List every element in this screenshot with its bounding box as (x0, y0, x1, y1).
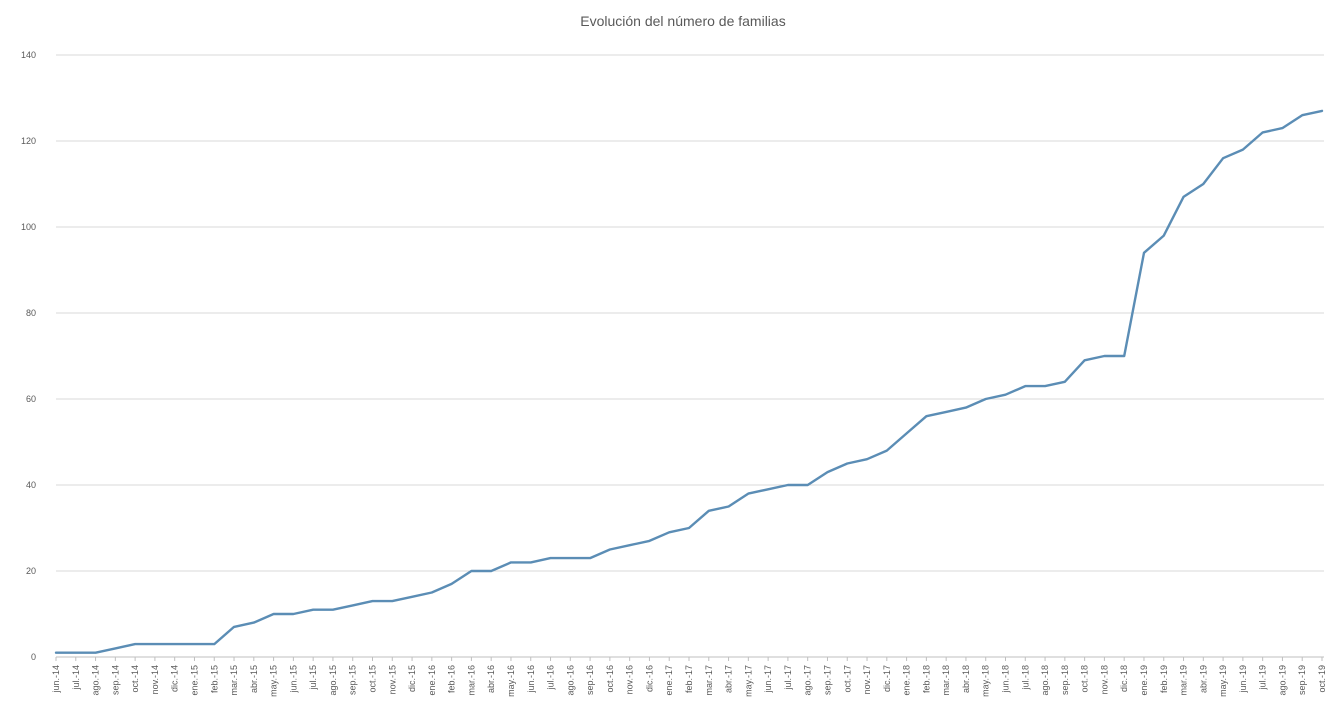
x-tick-label: jul.-17 (783, 665, 793, 691)
x-tick-label: feb.-15 (209, 665, 219, 693)
x-tick-label: mar.-19 (1179, 665, 1189, 696)
x-tick-label: jul.-16 (546, 665, 556, 691)
x-tick-label: may.-18 (981, 665, 991, 697)
x-tick-label: feb.-17 (684, 665, 694, 693)
x-tick-label: mar.-16 (466, 665, 476, 696)
y-tick-label: 20 (26, 566, 36, 576)
x-tick-label: oct.-15 (368, 665, 378, 693)
x-tick-label: oct.-17 (842, 665, 852, 693)
x-tick-label: nov.-15 (387, 665, 397, 694)
x-tick-label: abr.-16 (486, 665, 496, 693)
x-tick-label: sep.-14 (110, 665, 120, 695)
x-tick-label: jul.-18 (1020, 665, 1030, 691)
x-tick-label: dic.-16 (644, 665, 654, 692)
x-tick-label: sep.-15 (348, 665, 358, 695)
x-tick-label: may.-19 (1218, 665, 1228, 697)
x-tick-label: sep.-18 (1060, 665, 1070, 695)
x-tick-label: oct.-18 (1080, 665, 1090, 693)
x-tick-label: ago.-16 (565, 665, 575, 696)
x-tick-label: ago.-17 (803, 665, 813, 696)
x-tick-label: abr.-15 (249, 665, 259, 693)
x-tick-label: dic.-14 (170, 665, 180, 692)
x-tick-label: nov.-17 (862, 665, 872, 694)
x-tick-label: nov.-16 (625, 665, 635, 694)
y-tick-label: 60 (26, 394, 36, 404)
x-tick-label: jun.-18 (1001, 665, 1011, 694)
x-tick-label: sep.-19 (1297, 665, 1307, 695)
y-tick-label: 120 (21, 136, 36, 146)
x-tick-label: sep.-16 (585, 665, 595, 695)
x-tick-label: may.-15 (269, 665, 279, 697)
y-tick-label: 0 (31, 652, 36, 662)
x-tick-label: jul.-15 (308, 665, 318, 691)
x-tick-label: oct.-14 (130, 665, 140, 693)
x-tick-label: nov.-14 (150, 665, 160, 694)
x-tick-label: ene.-16 (427, 665, 437, 696)
x-tick-label: jun.-14 (51, 665, 61, 694)
x-tick-label: ene.-18 (902, 665, 912, 696)
x-tick-label: feb.-19 (1159, 665, 1169, 693)
y-tick-label: 140 (21, 50, 36, 60)
y-axis-ticks: 0 20 40 60 80 100 120 140 (21, 50, 36, 662)
x-tick-label: sep.-17 (822, 665, 832, 695)
x-tick-label: jun.-16 (526, 665, 536, 694)
y-tick-label: 40 (26, 480, 36, 490)
x-tick-label: jun.-17 (763, 665, 773, 694)
x-tick-label: dic.-17 (882, 665, 892, 692)
series-layer (54, 109, 1324, 654)
x-tick-label: jun.-19 (1238, 665, 1248, 694)
x-tick-label: mar.-18 (941, 665, 951, 696)
gridlines (56, 54, 1324, 658)
x-tick-label: ago.-15 (328, 665, 338, 696)
x-tick-label: feb.-18 (921, 665, 931, 693)
x-tick-label: ago.-19 (1277, 665, 1287, 696)
x-tick-label: ene.-19 (1139, 665, 1149, 696)
x-tick-label: mar.-17 (704, 665, 714, 696)
x-tick-label: ago.-14 (91, 665, 101, 696)
x-tick-label: abr.-19 (1198, 665, 1208, 693)
x-tick-label: abr.-17 (724, 665, 734, 693)
x-tick-label: oct.-16 (605, 665, 615, 693)
x-tick-label: ene.-17 (664, 665, 674, 696)
x-tick-label: may.-17 (743, 665, 753, 697)
y-tick-label: 80 (26, 308, 36, 318)
x-tick-label: ago.-18 (1040, 665, 1050, 696)
x-tick-label: mar.-15 (229, 665, 239, 696)
x-tick-label: ene.-15 (189, 665, 199, 696)
x-tick-label: may.-16 (506, 665, 516, 697)
x-tick-label: nov.-18 (1099, 665, 1109, 694)
x-tick-label: dic.-18 (1119, 665, 1129, 692)
x-axis-ticks: jun.-14 jul.-14 ago.-14 sep.-14 oct.-14 nov.-… (51, 657, 1327, 697)
x-tick-label: jul.-14 (71, 665, 81, 691)
x-tick-label: feb.-16 (447, 665, 457, 693)
x-tick-label: dic.-15 (407, 665, 417, 692)
x-tick-label: jun.-15 (288, 665, 298, 694)
x-tick-label: jul.-19 (1258, 665, 1268, 691)
x-tick-label: abr.-18 (961, 665, 971, 693)
chart-title: Evolución del número de familias (580, 13, 785, 29)
x-tick-label: oct.-19 (1317, 665, 1327, 693)
y-tick-label: 100 (21, 222, 36, 232)
